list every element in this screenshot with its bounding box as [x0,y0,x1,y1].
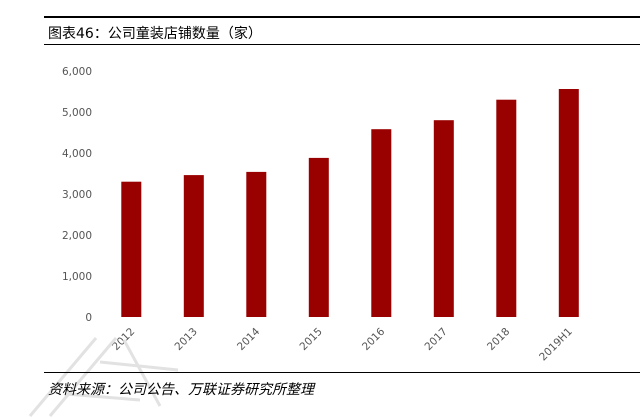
x-tick-label: 2017 [422,326,449,353]
x-tick-label: 2018 [485,326,512,353]
source-note: 资料来源：公司公告、万联证券研究所整理 [48,382,314,398]
x-tick-label: 2016 [360,325,388,353]
bar-2015 [308,157,329,317]
x-tick-label: 2019H1 [537,326,575,364]
bar-2017 [433,120,454,317]
y-tick-label: 4,000 [62,148,92,160]
bottom-rule [44,372,640,373]
y-tick-label: 2,000 [62,230,92,242]
y-tick-label: 0 [85,312,92,324]
y-tick-label: 3,000 [62,189,92,201]
top-rule [44,16,640,18]
y-tick-label: 5,000 [62,107,92,119]
bar-2016 [371,129,392,317]
y-tick-label: 6,000 [62,66,92,78]
chart-title: 图表46：公司童装店铺数量（家） [48,26,262,42]
x-tick-label: 2015 [297,326,324,353]
bar-2014 [246,171,267,317]
y-axis: 0 1,000 2,000 3,000 4,000 5,000 6,000 [62,66,92,324]
y-tick-label: 1,000 [62,271,92,283]
bar-2018 [496,99,517,317]
watermark-image [28,337,179,417]
bars [121,89,579,317]
bar-2012 [121,181,142,317]
x-tick-label: 2014 [235,325,263,353]
bar-2013 [183,175,204,317]
title-rule [44,44,640,45]
bar-2019H1 [558,89,579,317]
